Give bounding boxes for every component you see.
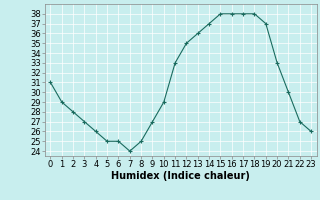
X-axis label: Humidex (Indice chaleur): Humidex (Indice chaleur) [111,171,250,181]
